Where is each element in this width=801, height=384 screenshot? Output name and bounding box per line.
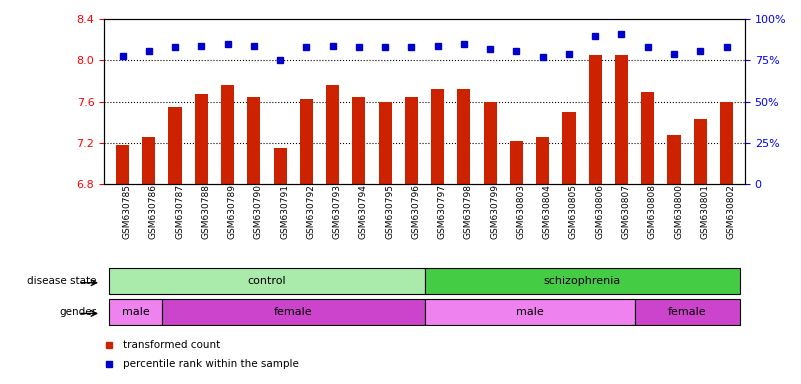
Text: GSM630788: GSM630788 xyxy=(201,184,211,239)
Bar xyxy=(110,299,162,325)
Bar xyxy=(634,299,739,325)
Bar xyxy=(162,299,425,325)
Bar xyxy=(273,148,287,184)
Text: GSM630807: GSM630807 xyxy=(622,184,630,239)
Bar xyxy=(326,85,339,184)
Bar xyxy=(484,102,497,184)
Bar xyxy=(694,119,706,184)
Bar xyxy=(405,97,418,184)
Text: GSM630802: GSM630802 xyxy=(727,184,735,239)
Bar xyxy=(457,89,470,184)
Bar xyxy=(510,141,523,184)
Text: GSM630792: GSM630792 xyxy=(306,184,316,239)
Bar xyxy=(562,112,576,184)
Bar xyxy=(221,85,234,184)
Text: GSM630806: GSM630806 xyxy=(595,184,604,239)
Text: GSM630799: GSM630799 xyxy=(490,184,499,239)
Text: male: male xyxy=(516,307,543,317)
Text: gender: gender xyxy=(59,307,96,317)
Text: GSM630787: GSM630787 xyxy=(175,184,184,239)
Text: GSM630798: GSM630798 xyxy=(464,184,473,239)
Bar xyxy=(641,93,654,184)
Bar xyxy=(667,135,681,184)
Text: GSM630797: GSM630797 xyxy=(437,184,447,239)
Text: GSM630794: GSM630794 xyxy=(359,184,368,239)
Bar xyxy=(143,137,155,184)
Text: transformed count: transformed count xyxy=(123,339,220,350)
Text: control: control xyxy=(248,276,286,286)
Text: GSM630791: GSM630791 xyxy=(280,184,289,239)
Text: GSM630795: GSM630795 xyxy=(385,184,394,239)
Text: GSM630793: GSM630793 xyxy=(332,184,341,239)
Bar xyxy=(352,97,365,184)
Text: GSM630803: GSM630803 xyxy=(517,184,525,239)
Bar xyxy=(720,102,733,184)
Bar xyxy=(615,55,628,184)
Bar xyxy=(589,55,602,184)
Bar xyxy=(110,268,425,294)
Bar xyxy=(168,107,182,184)
Text: percentile rank within the sample: percentile rank within the sample xyxy=(123,359,300,369)
Bar xyxy=(379,102,392,184)
Text: GSM630786: GSM630786 xyxy=(149,184,158,239)
Text: GSM630804: GSM630804 xyxy=(543,184,552,239)
Text: GSM630801: GSM630801 xyxy=(700,184,709,239)
Text: GSM630785: GSM630785 xyxy=(123,184,131,239)
Bar xyxy=(116,145,129,184)
Bar xyxy=(425,268,739,294)
Text: GSM630808: GSM630808 xyxy=(648,184,657,239)
Bar xyxy=(536,137,549,184)
Text: male: male xyxy=(122,307,150,317)
Bar xyxy=(425,299,634,325)
Text: female: female xyxy=(274,307,312,317)
Text: female: female xyxy=(668,307,706,317)
Text: GSM630805: GSM630805 xyxy=(569,184,578,239)
Bar xyxy=(195,94,208,184)
Text: GSM630790: GSM630790 xyxy=(254,184,263,239)
Text: GSM630800: GSM630800 xyxy=(674,184,683,239)
Bar xyxy=(248,97,260,184)
Text: GSM630789: GSM630789 xyxy=(227,184,236,239)
Bar xyxy=(300,99,313,184)
Text: GSM630796: GSM630796 xyxy=(412,184,421,239)
Text: schizophrenia: schizophrenia xyxy=(544,276,621,286)
Text: disease state: disease state xyxy=(26,276,96,286)
Bar xyxy=(431,89,445,184)
